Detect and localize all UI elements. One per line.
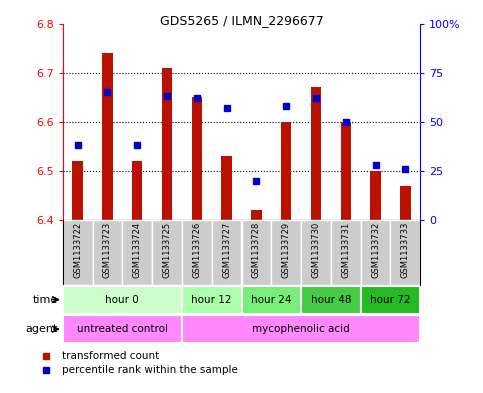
- Text: GSM1133722: GSM1133722: [73, 222, 82, 278]
- Bar: [132, 161, 142, 220]
- Bar: [72, 161, 83, 220]
- Bar: [212, 220, 242, 285]
- Text: GSM1133728: GSM1133728: [252, 222, 261, 278]
- Bar: [390, 220, 420, 285]
- Bar: [162, 68, 172, 220]
- Bar: [331, 220, 361, 285]
- Bar: [361, 220, 390, 285]
- Text: GSM1133723: GSM1133723: [103, 222, 112, 278]
- Bar: [182, 315, 420, 343]
- Bar: [93, 220, 122, 285]
- Bar: [311, 88, 321, 220]
- Bar: [182, 220, 212, 285]
- Bar: [341, 122, 351, 220]
- Text: hour 24: hour 24: [251, 295, 292, 305]
- Text: hour 12: hour 12: [191, 295, 232, 305]
- Bar: [221, 156, 232, 220]
- Text: hour 72: hour 72: [370, 295, 411, 305]
- Bar: [361, 285, 420, 314]
- Bar: [370, 171, 381, 220]
- Bar: [301, 220, 331, 285]
- Text: GSM1133730: GSM1133730: [312, 222, 320, 278]
- Bar: [63, 315, 182, 343]
- Bar: [102, 53, 113, 220]
- Text: GSM1133731: GSM1133731: [341, 222, 350, 278]
- Text: hour 0: hour 0: [105, 295, 139, 305]
- Text: GSM1133733: GSM1133733: [401, 222, 410, 278]
- Bar: [152, 220, 182, 285]
- Text: GSM1133727: GSM1133727: [222, 222, 231, 278]
- Bar: [281, 122, 291, 220]
- Bar: [301, 285, 361, 314]
- Text: percentile rank within the sample: percentile rank within the sample: [61, 365, 238, 375]
- Text: GSM1133732: GSM1133732: [371, 222, 380, 278]
- Bar: [182, 285, 242, 314]
- Text: hour 48: hour 48: [311, 295, 351, 305]
- Text: GDS5265 / ILMN_2296677: GDS5265 / ILMN_2296677: [159, 14, 324, 27]
- Text: GSM1133726: GSM1133726: [192, 222, 201, 278]
- Bar: [192, 97, 202, 220]
- Text: GSM1133729: GSM1133729: [282, 222, 291, 278]
- Bar: [251, 210, 262, 220]
- Bar: [122, 220, 152, 285]
- Text: GSM1133725: GSM1133725: [163, 222, 171, 278]
- Bar: [242, 220, 271, 285]
- Bar: [63, 220, 93, 285]
- Text: mycophenolic acid: mycophenolic acid: [252, 324, 350, 334]
- Text: GSM1133724: GSM1133724: [133, 222, 142, 278]
- Bar: [63, 285, 182, 314]
- Text: agent: agent: [26, 324, 58, 334]
- Text: untreated control: untreated control: [77, 324, 168, 334]
- Bar: [242, 285, 301, 314]
- Bar: [400, 186, 411, 220]
- Bar: [271, 220, 301, 285]
- Text: time: time: [33, 295, 58, 305]
- Text: transformed count: transformed count: [61, 351, 159, 361]
